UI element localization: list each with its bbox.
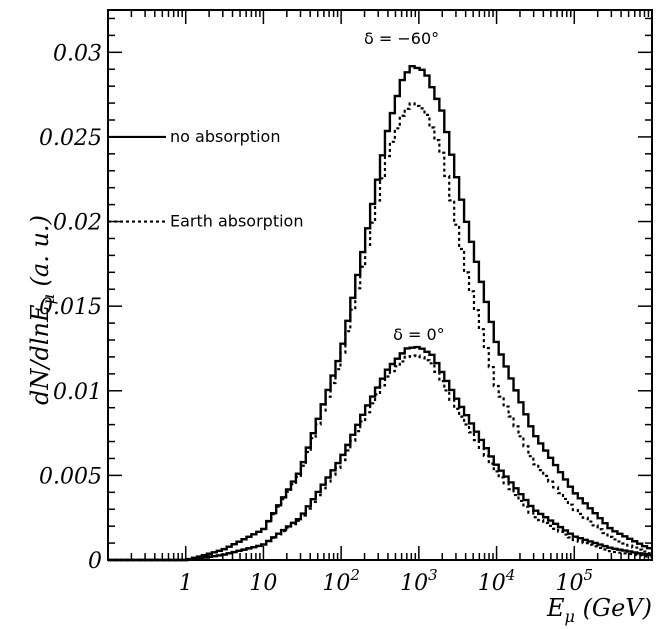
y-tick-label: 0.005 — [39, 464, 102, 489]
series-group — [108, 64, 652, 562]
axis-ticks — [107, 10, 652, 561]
y-tick-label: 0.025 — [39, 126, 102, 151]
y-axis-title: dN/dlnEμ (a. u.) — [26, 215, 58, 405]
x-tick-label: 103 — [400, 566, 438, 596]
y-tick-label: 0.03 — [53, 41, 102, 66]
curve-annotation: δ = −60° — [364, 29, 439, 48]
legend-label: Earth absorption — [170, 212, 303, 231]
legend: no absorption Earth absorption — [108, 127, 303, 231]
annotations: δ = −60° δ = 0° — [364, 29, 445, 344]
x-tick-label: 105 — [556, 566, 594, 596]
series-line-4-dotted — [108, 354, 652, 562]
curve-annotation: δ = 0° — [393, 325, 445, 344]
y-tick-label: 0.015 — [39, 295, 102, 320]
series-line-3-solid — [108, 345, 652, 562]
x-tick-label: 104 — [478, 566, 516, 596]
x-tick-label: 10 — [249, 571, 277, 596]
plot-frame — [107, 9, 653, 561]
x-axis-title: Eμ (GeV) — [546, 594, 652, 626]
series-line-1-solid — [108, 64, 652, 562]
y-tick-label: 0.02 — [53, 211, 102, 236]
y-tick-label: 0.01 — [53, 380, 102, 405]
tick-labels: 0 0.005 0.01 0.015 0.02 0.025 0.03 1 10 102 103 104… — [39, 41, 593, 596]
y-tick-label: 0 — [88, 549, 102, 574]
x-tick-label: 102 — [322, 566, 360, 596]
legend-label: no absorption — [170, 127, 280, 146]
x-tick-label: 1 — [179, 571, 193, 596]
